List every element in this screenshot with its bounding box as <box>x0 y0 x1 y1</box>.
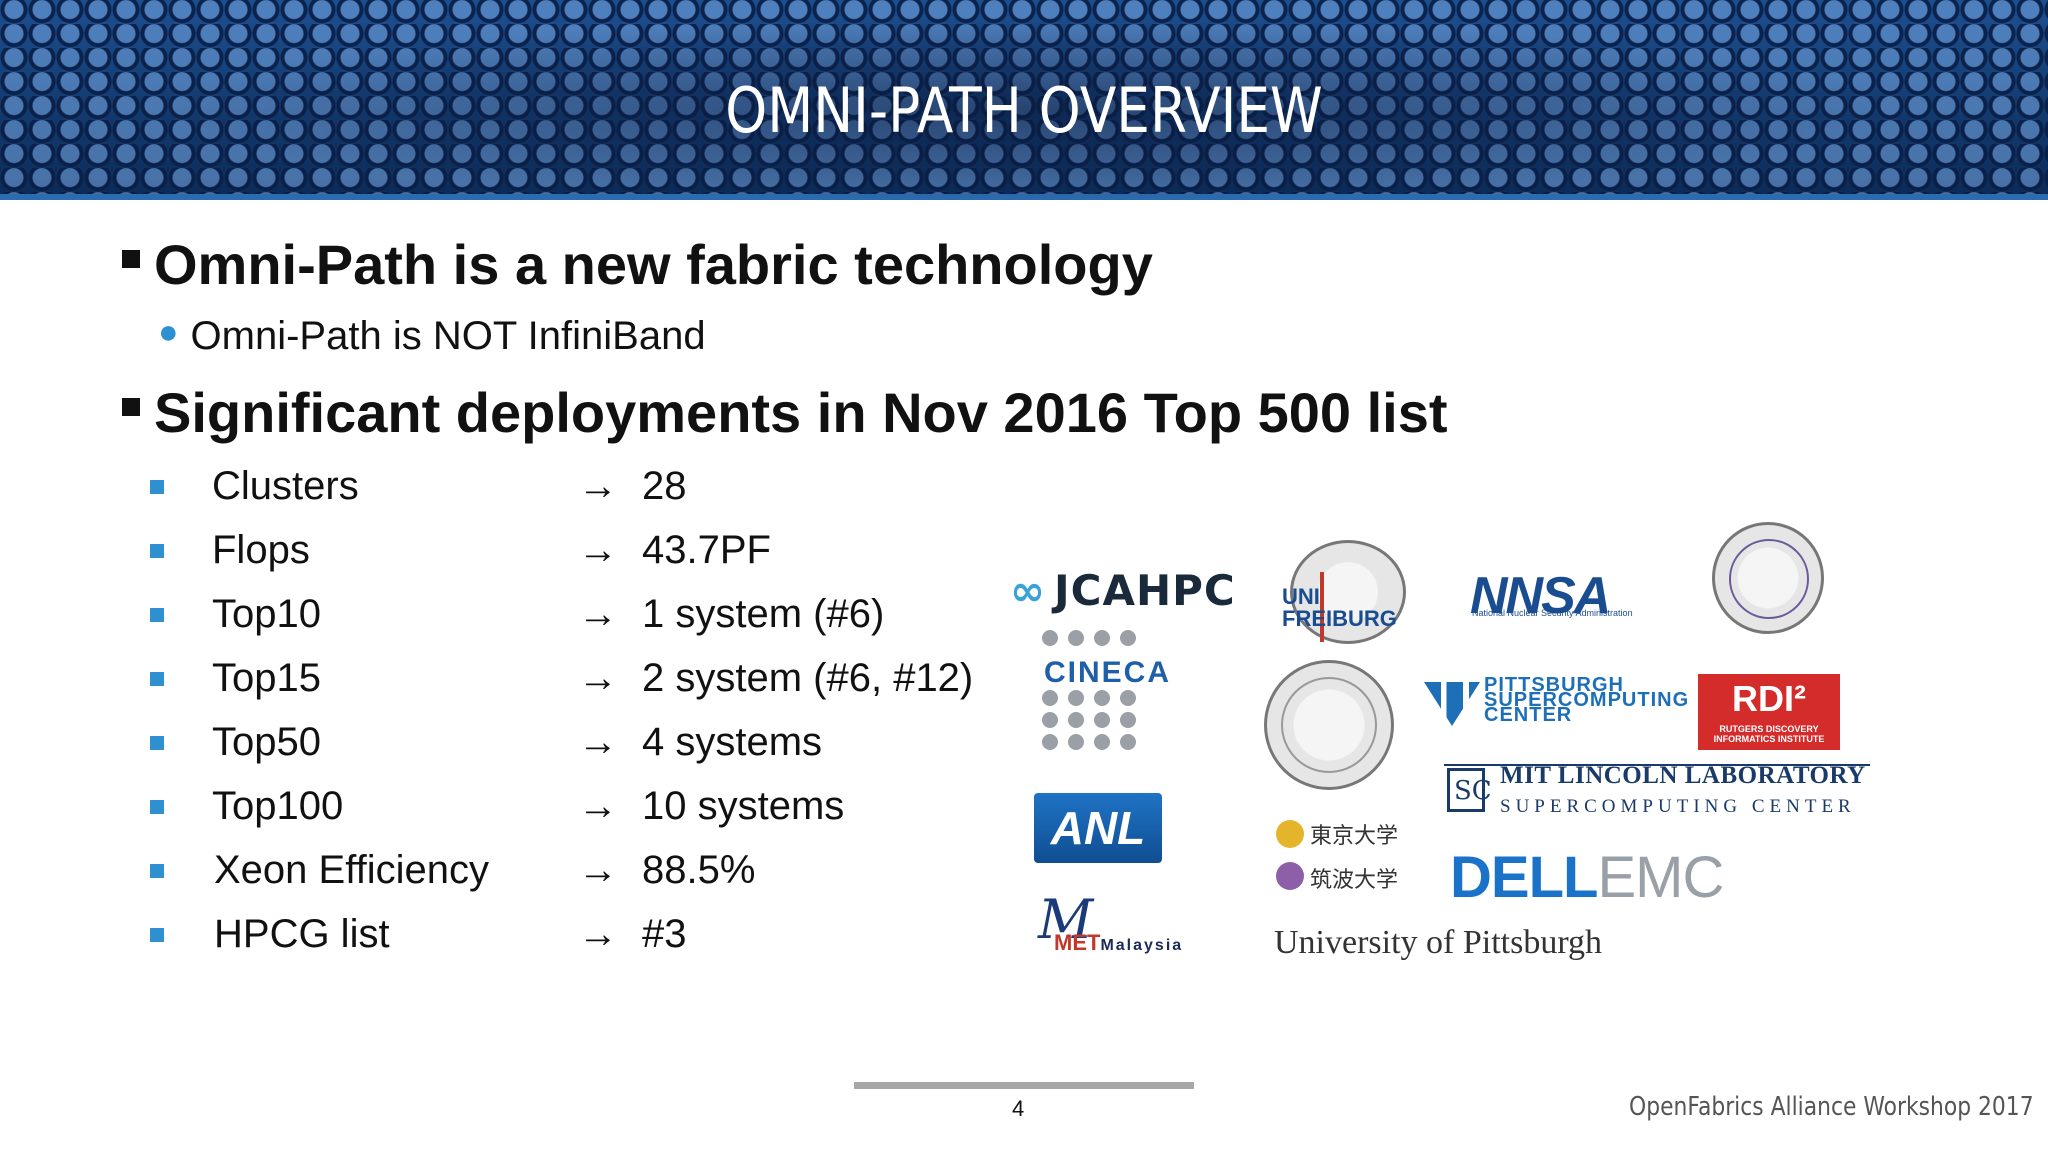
cineca-logo: CINECA <box>1040 656 1176 690</box>
mitll-box-icon <box>1447 768 1485 812</box>
header-shade <box>0 0 2048 200</box>
arrow-right-icon: → <box>578 592 618 636</box>
stat-label: Top10 <box>212 592 321 636</box>
jcahpc-logo: ∞ JCAHPC <box>1010 566 1236 615</box>
psc-mark-icon <box>1424 682 1480 726</box>
stat-value: 10 systems <box>642 784 845 828</box>
arrow-right-icon: → <box>578 784 618 828</box>
bullet-square-icon <box>150 544 164 558</box>
jcahpc-logo-text: JCAHPC <box>1054 566 1236 615</box>
arrow-right-icon: → <box>578 848 618 892</box>
bullet-square-icon <box>122 250 140 269</box>
stat-value: 2 system (#6, #12) <box>642 656 974 700</box>
stat-label: Xeon Efficiency <box>214 848 489 892</box>
stat-label: Top50 <box>212 720 321 764</box>
footer-bar <box>854 1082 1194 1089</box>
page-number: 4 <box>1012 1096 1025 1121</box>
dell-emc-logo: DELLEMC <box>1450 845 1724 910</box>
stat-value: #3 <box>642 912 687 956</box>
freiburg-bar <box>1320 572 1324 642</box>
stat-value: 43.7PF <box>642 528 771 572</box>
bullet-deployments-text: Significant deployments in Nov 2016 Top … <box>154 381 1448 444</box>
stat-value: 4 systems <box>642 720 823 764</box>
stat-value: 1 system (#6) <box>642 592 885 636</box>
nnsa-subtitle: National Nuclear Security Administration <box>1472 608 1633 618</box>
tokyo-logo: 東京大学 <box>1310 824 1399 849</box>
tsukuba-logo: 筑波大学 <box>1310 868 1399 893</box>
met-swoosh-icon: M <box>1038 888 1094 951</box>
bullet-not-infiniband: ● Omni-Path is NOT InfiniBand <box>158 313 706 359</box>
bullet-square-icon <box>122 398 140 417</box>
bullet-fabric-text: Omni-Path is a new fabric technology <box>154 233 1153 296</box>
bullet-square-icon <box>150 928 164 942</box>
iowa-seal <box>1264 660 1394 790</box>
mitll-logo: MIT LINCOLN LABORATORY <box>1500 762 1866 789</box>
tsukuba-emblem-icon <box>1276 862 1304 890</box>
met-logo-text: METMalaysia <box>1054 930 1184 955</box>
slide-title: OMNI-PATH OVERVIEW <box>725 74 1323 147</box>
stat-label: Top15 <box>212 656 321 700</box>
arrow-right-icon: → <box>578 912 618 956</box>
nnsa-logo: NNSA <box>1470 567 1611 625</box>
stat-value: 28 <box>642 464 687 508</box>
stat-label: Clusters <box>212 464 359 508</box>
washington-seal <box>1712 522 1824 634</box>
arrow-right-icon: → <box>578 464 618 508</box>
bullet-square-icon <box>150 864 164 878</box>
arrow-right-icon: → <box>578 656 618 700</box>
bullet-deployments: Significant deployments in Nov 2016 Top … <box>122 380 1448 445</box>
arrow-right-icon: → <box>578 720 618 764</box>
mitll-subtitle: SUPERCOMPUTING CENTER <box>1500 796 1856 817</box>
psc-logo: PITTSBURGH SUPERCOMPUTING CENTER <box>1484 674 1690 726</box>
bullet-dot-icon: ● <box>158 313 179 351</box>
pitt-university-logo: University of Pittsburgh <box>1274 924 1603 961</box>
mitll-rule <box>1444 764 1870 766</box>
anl-logo: ANL <box>1034 793 1162 863</box>
stat-label: Top100 <box>212 784 344 828</box>
bullet-not-infiniband-text: Omni-Path is NOT InfiniBand <box>190 314 706 358</box>
cineca-graphic <box>1038 630 1156 750</box>
arrow-right-icon: → <box>578 528 618 572</box>
bullet-square-icon <box>150 608 164 622</box>
stat-label: HPCG list <box>214 912 390 956</box>
freiburg-seal <box>1290 540 1406 644</box>
bullet-square-icon <box>150 800 164 814</box>
rdi2-logo: RDI² RUTGERS DISCOVERY INFORMATICS INSTI… <box>1698 674 1840 750</box>
freiburg-logo: UNI FREIBURG <box>1282 584 1397 631</box>
tokyo-emblem-icon <box>1276 820 1304 848</box>
bullet-square-icon <box>150 672 164 686</box>
stat-value: 88.5% <box>642 848 756 892</box>
bullet-fabric: Omni-Path is a new fabric technology <box>122 232 1153 297</box>
jcahpc-infinity-icon: ∞ <box>1010 566 1046 615</box>
mitll-mark: SC <box>1454 776 1492 806</box>
bullet-square-icon <box>150 480 164 494</box>
bullet-square-icon <box>150 736 164 750</box>
footer-event: OpenFabrics Alliance Workshop 2017 <box>1629 1092 2034 1122</box>
stat-label: Flops <box>212 528 310 572</box>
